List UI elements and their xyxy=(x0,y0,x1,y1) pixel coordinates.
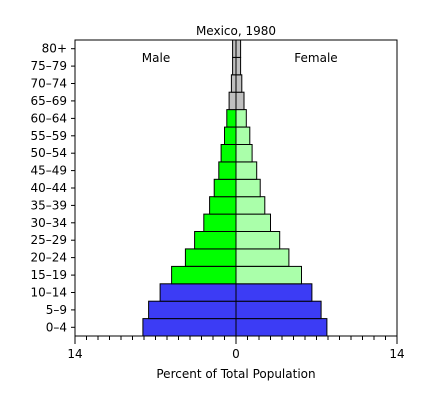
y-tick-label-6: 30–34 xyxy=(30,216,67,230)
bar-female-2 xyxy=(235,283,313,302)
bar-male-16 xyxy=(232,39,237,58)
bar-female-15 xyxy=(235,56,242,76)
x-tick-label-right: 14 xyxy=(389,347,404,361)
y-tick-label-4: 20–24 xyxy=(30,251,67,265)
x-tick-label-left: 14 xyxy=(67,347,82,361)
x-axis-title: Percent of Total Population xyxy=(156,367,315,381)
bar-female-5 xyxy=(235,231,281,250)
bar-male-9 xyxy=(218,161,237,180)
bar-female-6 xyxy=(235,213,271,233)
y-tick-label-2: 10–14 xyxy=(30,286,67,300)
y-tick-label-8: 40–44 xyxy=(30,181,67,195)
bar-female-7 xyxy=(235,196,266,215)
bar-male-8 xyxy=(213,178,237,198)
y-tick-label-10: 50–54 xyxy=(30,146,67,160)
y-tick-label-5: 25–29 xyxy=(30,233,67,247)
y-tick-label-11: 55–59 xyxy=(30,129,67,143)
bar-male-14 xyxy=(230,74,237,93)
bar-female-0 xyxy=(235,318,328,337)
y-tick-label-12: 60–64 xyxy=(30,111,67,125)
bar-male-4 xyxy=(184,248,237,267)
bar-male-6 xyxy=(203,213,237,233)
y-tick-label-16: 80+ xyxy=(42,42,67,56)
bar-male-2 xyxy=(159,283,237,302)
bar-female-3 xyxy=(235,265,302,285)
legend-female: Female xyxy=(294,51,337,65)
bar-female-16 xyxy=(235,39,242,58)
bar-female-14 xyxy=(235,74,243,93)
male-bars xyxy=(142,39,237,337)
y-tick-label-13: 65–69 xyxy=(30,94,67,108)
y-tick-label-9: 45–49 xyxy=(30,164,67,178)
bar-male-0 xyxy=(142,318,237,337)
bar-male-1 xyxy=(148,300,237,320)
bar-male-3 xyxy=(171,265,237,285)
y-tick-label-7: 35–39 xyxy=(30,198,67,212)
bar-female-4 xyxy=(235,248,290,267)
female-bars xyxy=(235,39,328,337)
y-axis: 0–4 5–9 10–14 15–19 20–24 25–29 30–34 35–39 40–4… xyxy=(30,42,75,334)
y-tick-label-3: 15–19 xyxy=(30,268,67,282)
bar-female-12 xyxy=(235,109,247,128)
bar-female-13 xyxy=(235,91,245,111)
bar-female-8 xyxy=(235,178,261,198)
bar-male-7 xyxy=(209,196,237,215)
x-tick-label-center: 0 xyxy=(232,347,240,361)
bar-female-10 xyxy=(235,144,253,163)
chart-title: Mexico, 1980 xyxy=(196,24,276,38)
y-tick-label-15: 75–79 xyxy=(30,59,67,73)
bar-female-9 xyxy=(235,161,258,180)
y-tick-label-1: 5–9 xyxy=(46,303,67,317)
bar-male-10 xyxy=(220,144,237,163)
bar-male-5 xyxy=(194,231,237,250)
bar-female-1 xyxy=(235,300,322,320)
x-axis xyxy=(74,336,398,344)
legend-male: Male xyxy=(142,51,170,65)
y-tick-label-14: 70–74 xyxy=(30,77,67,91)
bar-male-15 xyxy=(232,56,237,76)
bar-female-11 xyxy=(235,126,251,145)
bar-male-13 xyxy=(228,91,237,111)
bar-male-12 xyxy=(226,109,237,128)
bar-male-11 xyxy=(224,126,237,145)
y-tick-label-0: 0–4 xyxy=(46,320,67,334)
